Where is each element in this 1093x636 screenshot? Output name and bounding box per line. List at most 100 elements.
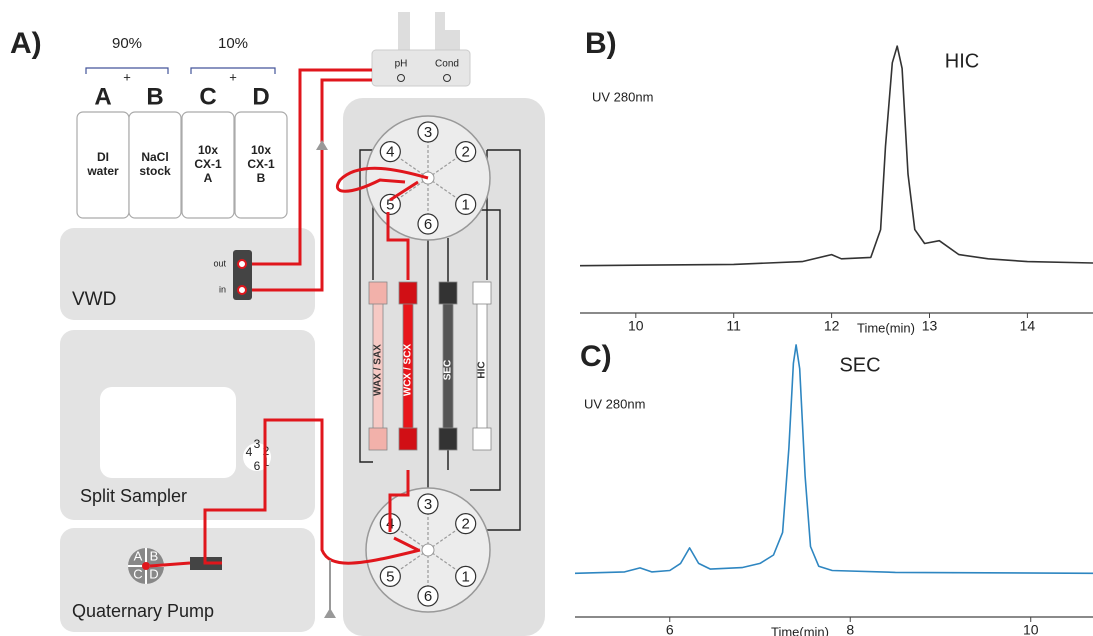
trace	[574, 344, 1093, 575]
pump-channel: C	[133, 566, 142, 581]
solvent-label: A	[204, 171, 213, 185]
port-label: in	[219, 284, 226, 294]
sampler-window	[100, 387, 236, 478]
solvent-label: CX-1	[194, 157, 222, 171]
solvent-label: 10x	[198, 143, 218, 157]
valve-port	[455, 513, 477, 535]
valve-port	[379, 565, 401, 587]
bottle	[181, 111, 235, 219]
bracket	[85, 67, 276, 74]
solvent-letter: A	[94, 83, 111, 110]
x-tick-label: 12	[824, 318, 840, 334]
wire	[359, 149, 521, 531]
plus: +	[229, 69, 237, 84]
column-cap	[472, 427, 492, 451]
panel-a: A) 90% + 10% + ADIwaterBNaClstockC10xCX-…	[10, 12, 545, 636]
solvent-label: 10x	[251, 143, 271, 157]
valve-channel	[389, 549, 429, 577]
valve-port	[417, 493, 439, 515]
panel-label: C)	[580, 340, 612, 373]
valve-port-label: 1	[462, 568, 470, 585]
y-label: UV 280nm	[592, 89, 653, 104]
column-label: SEC	[443, 360, 454, 381]
valve-channel	[389, 523, 429, 551]
solvent-label: stock	[139, 164, 171, 178]
pump-channel: D	[149, 566, 158, 581]
x-tick-label: 14	[1020, 318, 1036, 334]
column-cap	[438, 281, 458, 305]
x-tick-label: 8	[846, 622, 854, 636]
column-cap	[398, 427, 418, 451]
column-cap	[368, 427, 388, 451]
valve-port	[379, 141, 401, 163]
column-label: HIC	[477, 361, 488, 378]
bottle	[234, 111, 288, 219]
tube	[252, 78, 372, 292]
valve-port	[417, 121, 439, 143]
port-label: 6	[254, 459, 261, 473]
arrow	[316, 140, 336, 618]
tube	[388, 470, 419, 552]
column-cap	[438, 427, 458, 451]
detector-name: VWD	[72, 289, 116, 310]
tube	[386, 180, 419, 280]
valve-port-label: 6	[424, 588, 432, 605]
solvent-label: water	[86, 164, 119, 178]
valve-port-label: 1	[462, 196, 470, 213]
solvent-letter: B	[146, 83, 163, 110]
valve-channel	[427, 151, 467, 179]
x-label: Time(min)	[857, 320, 915, 335]
probe	[440, 30, 460, 52]
pump-name: Quaternary Pump	[72, 601, 214, 621]
meter-port	[443, 74, 451, 82]
x-tick-label: 10	[628, 318, 644, 334]
tube	[203, 418, 421, 565]
solvent-label: CX-1	[247, 157, 275, 171]
valve-port-label: 6	[424, 216, 432, 233]
valve-channel	[427, 177, 467, 205]
panel-label: A)	[10, 27, 42, 60]
valve-channel	[389, 177, 429, 205]
solvent-label: DI	[97, 150, 109, 164]
bottle	[128, 111, 182, 219]
valve-port	[417, 213, 439, 235]
trace	[579, 45, 1093, 267]
valve-port-label: 3	[424, 124, 432, 141]
sampler-name: Split Sampler	[80, 486, 187, 506]
valve-port-label: 5	[386, 196, 394, 213]
plus: +	[123, 69, 131, 84]
x-tick-label: 6	[666, 622, 674, 636]
solvent-label: NaCl	[141, 150, 168, 164]
x-tick-label: 10	[1023, 622, 1039, 636]
column-label: WCX / SCX	[403, 344, 414, 397]
columns: WAX / SAX WCX / SCX SEC HIC	[368, 281, 492, 451]
tube	[336, 166, 429, 193]
column-label: WAX / SAX	[373, 344, 384, 396]
x-tick-label: 13	[922, 318, 938, 334]
valve-port	[379, 193, 401, 215]
valve-port-label: 2	[462, 144, 470, 161]
valve-port	[455, 141, 477, 163]
meter-box	[371, 49, 471, 87]
valve-center	[421, 543, 435, 557]
valve-port	[455, 193, 477, 215]
chart-title: SEC	[839, 354, 880, 376]
pump-channels: A BC D	[133, 548, 158, 581]
port	[237, 259, 247, 269]
panel-label: B)	[585, 27, 617, 60]
solvent-letter: C	[199, 83, 216, 110]
tube	[149, 561, 191, 568]
valve-port-label: 5	[386, 568, 394, 585]
solvent-letter: D	[252, 83, 269, 110]
valve-port	[417, 585, 439, 607]
y-label: UV 280nm	[584, 396, 645, 411]
charts: B) HIC UV 280nm Time(min) 10 11 12 13 14 C) SEC UV …	[574, 27, 1093, 636]
percent: 90%	[112, 35, 142, 52]
port-label: 4	[246, 445, 253, 459]
pump-channel: B	[150, 548, 159, 563]
column-cap	[472, 281, 492, 305]
valve-port-label: 3	[424, 496, 432, 513]
valve-port-label: 2	[462, 516, 470, 533]
